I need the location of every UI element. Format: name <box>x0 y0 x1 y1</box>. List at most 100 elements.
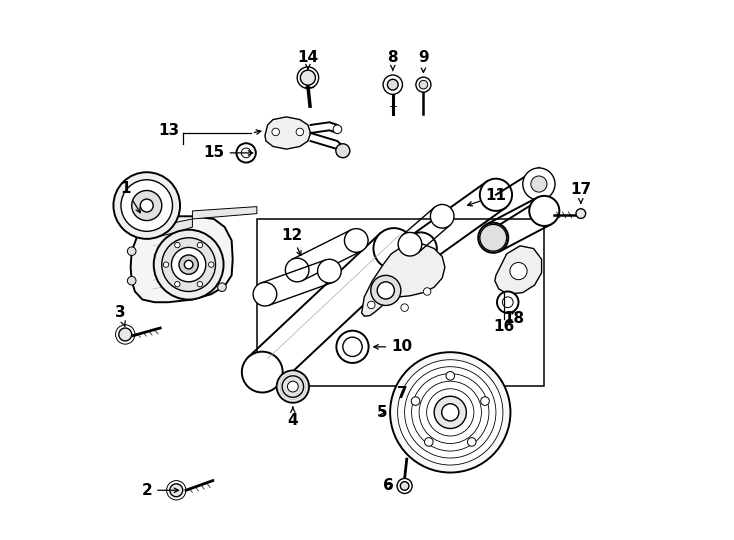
Circle shape <box>175 242 180 248</box>
Circle shape <box>208 262 214 267</box>
Circle shape <box>446 372 454 380</box>
Circle shape <box>576 209 586 218</box>
Circle shape <box>296 128 304 136</box>
Circle shape <box>479 222 508 253</box>
Text: 11: 11 <box>468 188 506 206</box>
Circle shape <box>412 374 489 451</box>
Circle shape <box>336 330 368 363</box>
Circle shape <box>297 67 319 89</box>
Text: 18: 18 <box>504 311 525 326</box>
Text: 6: 6 <box>383 478 394 494</box>
Circle shape <box>170 484 183 497</box>
Circle shape <box>336 144 350 158</box>
Circle shape <box>115 325 135 344</box>
Circle shape <box>197 242 203 248</box>
Circle shape <box>371 275 401 306</box>
Circle shape <box>128 247 136 255</box>
Circle shape <box>377 282 394 299</box>
Circle shape <box>184 260 193 269</box>
Text: 1: 1 <box>120 181 140 213</box>
Bar <box>257 219 545 386</box>
Text: 8: 8 <box>388 50 398 71</box>
Circle shape <box>241 352 283 393</box>
Circle shape <box>480 179 512 211</box>
Circle shape <box>282 376 304 397</box>
Text: 9: 9 <box>418 50 429 72</box>
Text: 10: 10 <box>374 339 413 354</box>
Circle shape <box>468 437 476 446</box>
Circle shape <box>164 262 169 267</box>
Circle shape <box>161 238 216 292</box>
Circle shape <box>419 80 428 89</box>
Circle shape <box>529 196 559 226</box>
Circle shape <box>390 352 510 472</box>
Circle shape <box>272 128 280 136</box>
Text: 4: 4 <box>288 407 298 428</box>
Text: 7: 7 <box>396 386 407 401</box>
Circle shape <box>286 258 309 282</box>
Circle shape <box>153 230 224 300</box>
Text: 2: 2 <box>142 483 178 498</box>
Circle shape <box>172 247 206 282</box>
Text: 13: 13 <box>158 123 179 138</box>
Text: 17: 17 <box>570 182 592 203</box>
Polygon shape <box>265 117 310 149</box>
Circle shape <box>404 367 496 458</box>
Circle shape <box>140 199 153 212</box>
Circle shape <box>481 397 490 406</box>
Circle shape <box>497 292 518 313</box>
Circle shape <box>333 125 342 133</box>
Circle shape <box>419 381 482 443</box>
Text: 5: 5 <box>377 405 388 420</box>
Circle shape <box>480 224 506 251</box>
Circle shape <box>400 482 409 490</box>
Circle shape <box>119 328 131 341</box>
Circle shape <box>434 396 466 428</box>
Circle shape <box>398 232 422 256</box>
Circle shape <box>318 259 341 283</box>
Circle shape <box>179 255 198 274</box>
Circle shape <box>300 70 316 85</box>
Circle shape <box>114 172 180 239</box>
Circle shape <box>397 478 412 494</box>
Circle shape <box>426 389 474 436</box>
Circle shape <box>374 228 414 269</box>
Text: 12: 12 <box>281 227 302 255</box>
Circle shape <box>343 337 362 356</box>
Circle shape <box>197 281 203 287</box>
Circle shape <box>241 148 251 158</box>
Circle shape <box>510 262 527 280</box>
Circle shape <box>121 180 172 231</box>
Polygon shape <box>131 217 233 302</box>
Circle shape <box>383 75 402 94</box>
Circle shape <box>398 360 503 465</box>
Circle shape <box>502 297 513 308</box>
Circle shape <box>288 381 298 392</box>
Circle shape <box>523 168 555 200</box>
Circle shape <box>416 77 431 92</box>
Polygon shape <box>192 207 257 219</box>
Circle shape <box>404 232 437 265</box>
Text: 14: 14 <box>297 50 319 69</box>
Circle shape <box>175 281 180 287</box>
Circle shape <box>253 282 277 306</box>
Text: 3: 3 <box>115 306 126 326</box>
Circle shape <box>411 397 420 406</box>
Circle shape <box>424 437 433 446</box>
Circle shape <box>131 191 161 220</box>
Circle shape <box>218 283 226 292</box>
Circle shape <box>430 205 454 228</box>
Circle shape <box>442 404 459 421</box>
Text: 16: 16 <box>493 319 515 334</box>
Circle shape <box>401 304 408 312</box>
Circle shape <box>388 79 398 90</box>
Polygon shape <box>147 219 192 239</box>
Circle shape <box>128 276 136 285</box>
Circle shape <box>236 143 255 163</box>
Circle shape <box>344 228 368 252</box>
Circle shape <box>531 176 547 192</box>
Circle shape <box>277 370 309 403</box>
Circle shape <box>368 301 375 309</box>
Circle shape <box>167 481 186 500</box>
Circle shape <box>424 288 431 295</box>
